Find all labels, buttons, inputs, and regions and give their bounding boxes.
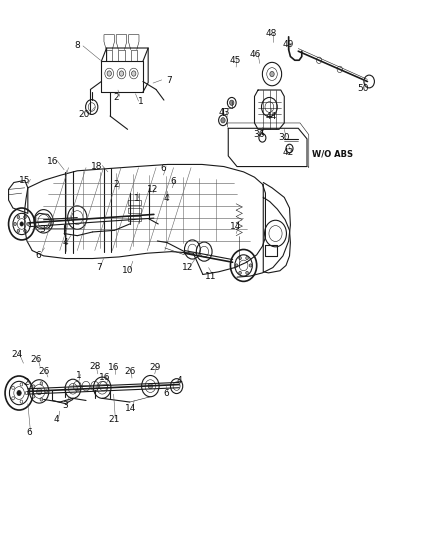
Text: 26: 26 [38,367,49,376]
Text: 18: 18 [91,162,102,171]
Text: 12: 12 [147,185,158,194]
Text: 44: 44 [265,112,276,121]
Text: 6: 6 [163,389,169,398]
Text: 21: 21 [108,415,119,424]
Text: 1: 1 [133,194,139,203]
Text: 26: 26 [124,367,135,376]
Circle shape [24,215,26,219]
Circle shape [269,71,274,77]
Circle shape [131,71,136,76]
Circle shape [17,390,21,395]
Circle shape [17,215,20,219]
Text: 6: 6 [160,164,166,173]
Circle shape [14,222,16,225]
Text: W/O ABS: W/O ABS [311,149,352,158]
Text: 16: 16 [99,373,110,382]
Text: 14: 14 [230,222,241,231]
Circle shape [36,388,42,394]
Circle shape [238,271,241,274]
Text: 50: 50 [357,84,368,93]
Text: 11: 11 [205,272,216,280]
Text: 4: 4 [176,376,182,385]
Circle shape [45,390,47,393]
Circle shape [32,395,35,398]
Text: 12: 12 [182,263,193,272]
Circle shape [119,71,124,76]
Circle shape [245,256,248,260]
Circle shape [40,382,42,385]
Text: 15: 15 [19,176,31,185]
Text: 28: 28 [89,362,100,371]
Text: 4: 4 [63,238,68,247]
Circle shape [148,383,152,389]
Text: 14: 14 [125,405,137,414]
Text: 16: 16 [46,157,58,166]
Text: 2: 2 [113,180,119,189]
Circle shape [107,71,111,76]
Circle shape [238,256,241,260]
Text: 6: 6 [170,177,176,186]
Text: 20: 20 [78,110,89,119]
Text: 16: 16 [108,363,119,372]
Circle shape [336,66,342,72]
Text: 10: 10 [122,266,133,275]
Text: 4: 4 [54,415,60,424]
Circle shape [40,398,42,401]
Text: 6: 6 [35,252,41,260]
Circle shape [20,222,23,226]
Circle shape [220,118,225,123]
Circle shape [245,271,248,274]
Text: 36: 36 [253,130,264,139]
Text: 30: 30 [278,133,290,142]
Text: 45: 45 [229,56,240,64]
Text: 8: 8 [74,42,80,51]
Text: 2: 2 [23,378,29,387]
Circle shape [32,385,35,388]
Text: 6: 6 [26,428,32,437]
Text: 1: 1 [75,371,81,380]
Text: 7: 7 [166,76,172,85]
Text: 26: 26 [30,355,41,364]
Text: 46: 46 [249,51,261,59]
Text: 49: 49 [283,40,293,49]
Circle shape [249,264,251,267]
Text: 43: 43 [218,108,229,117]
Text: 48: 48 [265,29,276,38]
Text: 24: 24 [12,350,23,359]
Circle shape [229,100,233,106]
Text: 29: 29 [149,363,160,372]
Text: 4: 4 [163,194,169,203]
Circle shape [235,264,237,267]
Circle shape [24,229,26,232]
Text: 3: 3 [39,225,45,234]
Circle shape [27,222,29,225]
Text: 2: 2 [113,93,119,102]
Text: 1: 1 [138,97,143,106]
Text: 42: 42 [283,148,293,157]
Text: 7: 7 [96,263,102,272]
Circle shape [17,229,20,232]
Text: 3: 3 [63,401,68,410]
Circle shape [316,57,321,63]
